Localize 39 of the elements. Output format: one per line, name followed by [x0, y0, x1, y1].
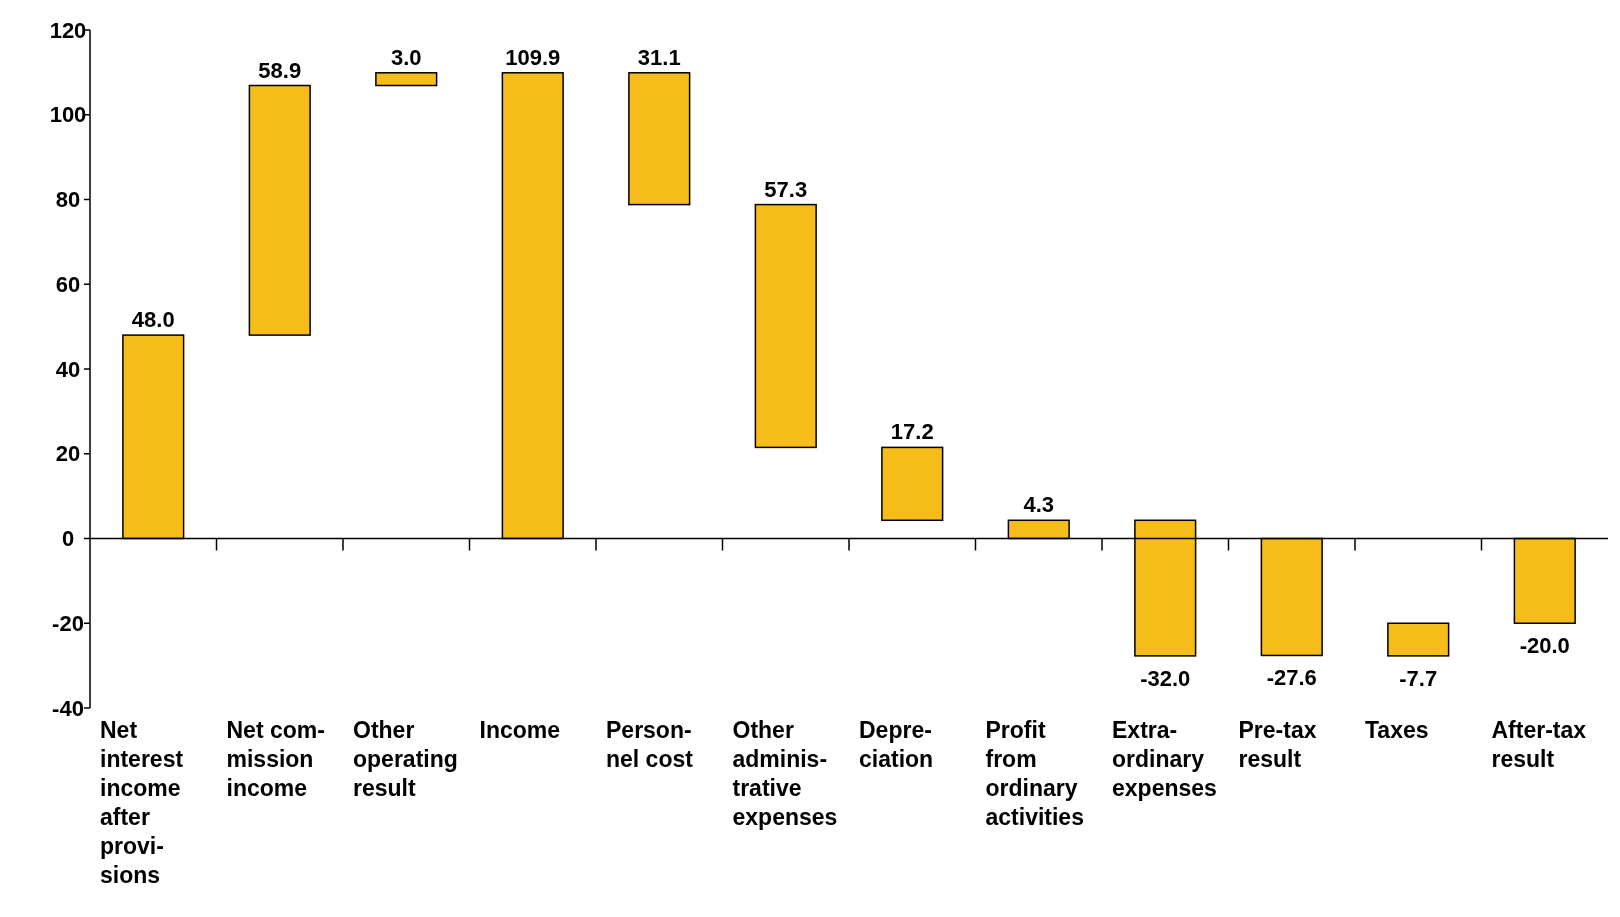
y-tick-label: 0	[61, 526, 75, 552]
y-tick-label: 60	[55, 271, 81, 297]
x-tick-label: Person-nel cost	[606, 717, 694, 772]
data-label: 3.0	[390, 44, 422, 70]
y-tick-label: 100	[49, 102, 87, 128]
x-tick-label: Net interest income after provi-sions	[100, 717, 184, 888]
data-label: 58.9	[258, 57, 302, 83]
data-label: -20.0	[1519, 633, 1570, 659]
y-tick-label: 20	[55, 441, 81, 467]
bar	[1387, 622, 1450, 657]
x-tick-label: Depre-ciation	[859, 717, 934, 772]
data-label: -27.6	[1266, 665, 1317, 691]
data-label: -32.0	[1140, 665, 1191, 691]
data-label: 4.3	[1023, 492, 1055, 518]
data-label: 17.2	[890, 419, 934, 445]
bar	[628, 72, 691, 206]
x-tick-label: Other operating result	[353, 717, 458, 801]
x-tick-label: Taxes	[1365, 717, 1429, 743]
y-tick-label: 40	[55, 356, 81, 382]
x-tick-label: Profit from ordinary activities	[985, 717, 1084, 830]
y-tick-label: 120	[49, 17, 87, 43]
bar	[881, 446, 944, 522]
x-tick-label: Other adminis-trative expenses	[732, 717, 838, 830]
x-tick-label: Extra-ordinary expenses	[1112, 717, 1217, 801]
data-label: 57.3	[764, 176, 808, 202]
data-label: 109.9	[505, 44, 561, 70]
data-label: -7.7	[1399, 665, 1438, 691]
x-tick-label: After-tax result	[1491, 717, 1587, 772]
x-tick-label: Net com-mission income	[226, 717, 325, 801]
x-tick-label: Income	[479, 717, 561, 743]
bar	[754, 203, 817, 449]
y-tick-label: 80	[55, 187, 81, 213]
y-tick-label: -20	[52, 610, 84, 636]
bar	[248, 84, 311, 336]
x-tick-label: Pre-tax result	[1238, 717, 1317, 772]
y-tick-label: -40	[52, 695, 84, 721]
data-label: 48.0	[131, 307, 175, 333]
data-label: 31.1	[637, 44, 681, 70]
bar	[375, 72, 438, 87]
